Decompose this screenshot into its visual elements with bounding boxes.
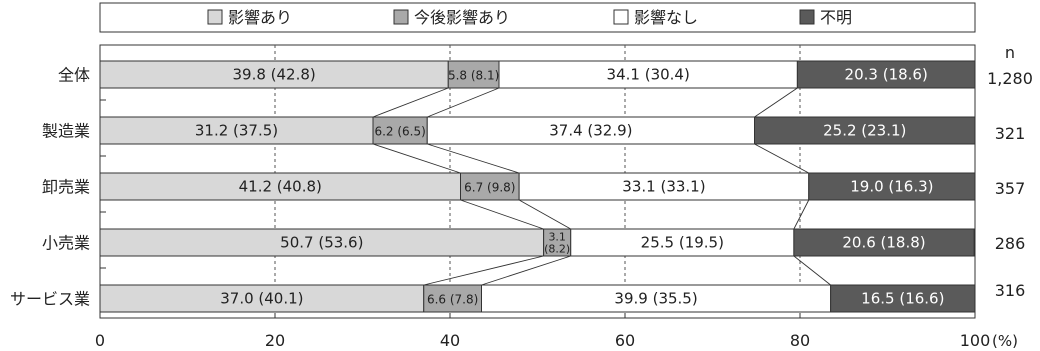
bar-value-label: 41.2 (40.8) (239, 178, 322, 196)
n-header: n (1005, 43, 1015, 62)
connector-line (427, 144, 519, 173)
connector-line (461, 200, 544, 229)
bar-value-label: 37.4 (32.9) (549, 122, 632, 140)
n-value: 357 (995, 179, 1026, 198)
connector-line (794, 256, 831, 285)
bar-value-label: 6.7 (9.8) (464, 181, 515, 195)
legend-label-1: 影響あり (228, 8, 292, 27)
x-tick-label: 80 (790, 331, 810, 350)
legend-swatch-3 (614, 10, 628, 24)
x-tick-label: 20 (265, 331, 285, 350)
bar-value-label: 50.7 (53.6) (280, 234, 363, 252)
x-tick-label: 100 (960, 331, 991, 350)
bar-value-label: 6.2 (6.5) (374, 125, 425, 139)
category-label: 全体 (58, 66, 90, 85)
bar-value-label: 39.8 (42.8) (232, 66, 315, 84)
bar-value-label: 25.2 (23.1) (823, 122, 906, 140)
legend-label-4: 不明 (820, 8, 852, 27)
bar-value-label: 20.3 (18.6) (845, 66, 928, 84)
x-axis-unit: (%) (992, 332, 1018, 350)
connector-line (794, 200, 809, 229)
legend-label-2: 今後影響あり (414, 8, 510, 27)
n-value: 286 (995, 234, 1026, 253)
bar-value-label: 34.1 (30.4) (607, 66, 690, 84)
x-tick-label: 60 (615, 331, 635, 350)
legend-swatch-4 (800, 10, 814, 24)
bar-value-label: 19.0 (16.3) (850, 178, 933, 196)
legend-swatch-2 (394, 10, 408, 24)
legend-label-3: 影響なし (634, 8, 698, 27)
bar-value-label: 31.2 (37.5) (195, 122, 278, 140)
bar-segments: 39.8 (42.8) 5.8 (8.1) 34.1 (30.4) 20.3 (18.… (100, 61, 975, 312)
connector-line (373, 144, 461, 173)
n-value: 316 (995, 281, 1026, 300)
connector-line (519, 200, 571, 229)
x-tick-label: 0 (95, 331, 105, 350)
bar-value-label: 6.6 (7.8) (427, 293, 478, 307)
bar-value-label: 33.1 (33.1) (622, 178, 705, 196)
connector-line (755, 144, 809, 173)
x-axis: 0 20 40 60 80 100 (%) (95, 313, 1018, 350)
bar-value-label: 5.8 (8.1) (448, 69, 499, 83)
category-label: 小売業 (42, 234, 90, 253)
bar-value-label: 16.5 (16.6) (861, 290, 944, 308)
bar-value-label: 20.6 (18.8) (842, 234, 925, 252)
n-column: n 1,280 321 357 286 316 (987, 43, 1033, 300)
bar-value-label: 25.5 (19.5) (641, 234, 724, 252)
connector-line (755, 88, 798, 117)
legend: 影響あり 今後影響あり 影響なし 不明 (100, 3, 975, 32)
n-value: 1,280 (987, 69, 1033, 88)
bar-value-label: 37.0 (40.1) (220, 290, 303, 308)
n-value: 321 (995, 124, 1026, 143)
legend-swatch-1 (208, 10, 222, 24)
category-label: 製造業 (42, 122, 90, 141)
x-tick-label: 40 (440, 331, 460, 350)
bar-value-label: 39.9 (35.5) (614, 290, 697, 308)
category-label: 卸売業 (42, 178, 90, 197)
category-label: サービス業 (10, 290, 90, 309)
